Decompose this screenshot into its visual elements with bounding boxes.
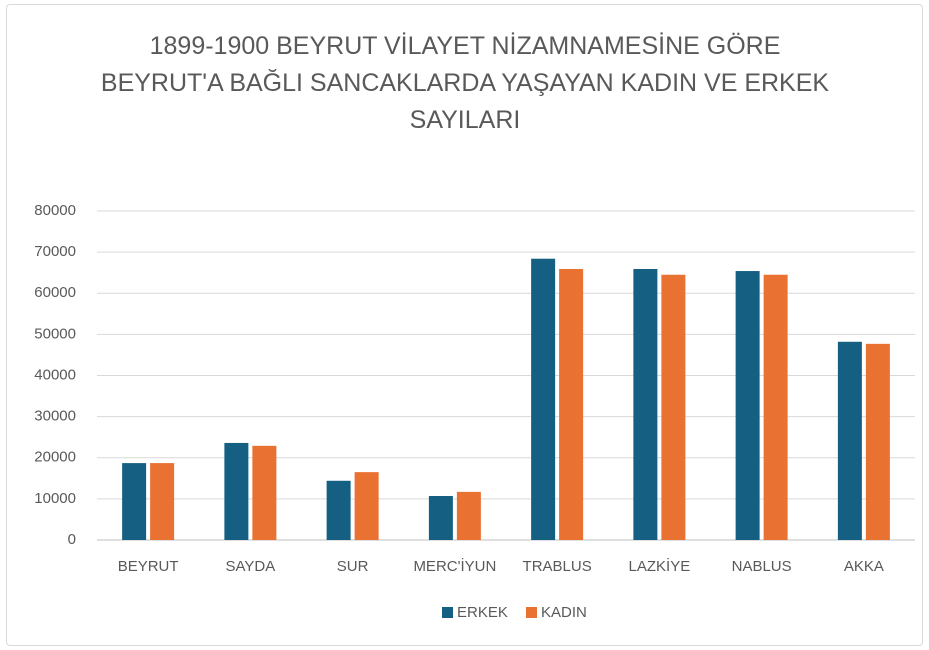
y-tick-label: 30000 xyxy=(34,408,76,425)
legend-label: KADIN xyxy=(541,604,587,621)
x-tick-label: SUR xyxy=(337,558,369,575)
bar xyxy=(531,258,556,540)
bar xyxy=(661,274,686,540)
x-tick-label: SAYDA xyxy=(226,558,276,575)
y-tick-label: 20000 xyxy=(34,449,76,466)
legend-swatch xyxy=(442,607,453,618)
bar xyxy=(865,343,890,540)
y-tick-label: 50000 xyxy=(34,325,76,342)
bar xyxy=(837,341,862,540)
bar xyxy=(456,491,481,540)
bar xyxy=(150,463,175,540)
legend-label: ERKEK xyxy=(457,604,508,621)
y-tick-label: 40000 xyxy=(34,366,76,383)
bar xyxy=(354,472,379,540)
x-tick-label: NABLUS xyxy=(732,558,792,575)
y-tick-label: 60000 xyxy=(34,284,76,301)
x-tick-label: TRABLUS xyxy=(523,558,592,575)
x-tick-label: LAZKİYE xyxy=(629,557,691,575)
bar xyxy=(122,463,147,540)
bar xyxy=(633,268,658,540)
y-tick-label: 70000 xyxy=(34,243,76,260)
bar xyxy=(252,445,277,540)
bar xyxy=(735,271,760,540)
x-tick-label: BEYRUT xyxy=(118,558,179,575)
bar xyxy=(326,480,351,540)
bar xyxy=(763,274,788,540)
x-tick-label: MERC'İYUN xyxy=(413,557,496,575)
bar xyxy=(224,442,249,540)
y-tick-label: 10000 xyxy=(34,490,76,507)
bar xyxy=(559,268,584,540)
legend-swatch xyxy=(526,607,537,618)
bar xyxy=(428,495,453,540)
x-tick-label: AKKA xyxy=(844,558,884,575)
chart-frame xyxy=(6,4,923,646)
y-tick-label: 0 xyxy=(68,531,76,548)
chart-title: 1899-1900 BEYRUT VİLAYET NİZAMNAMESİNE G… xyxy=(100,32,830,134)
y-tick-label: 80000 xyxy=(34,202,76,219)
